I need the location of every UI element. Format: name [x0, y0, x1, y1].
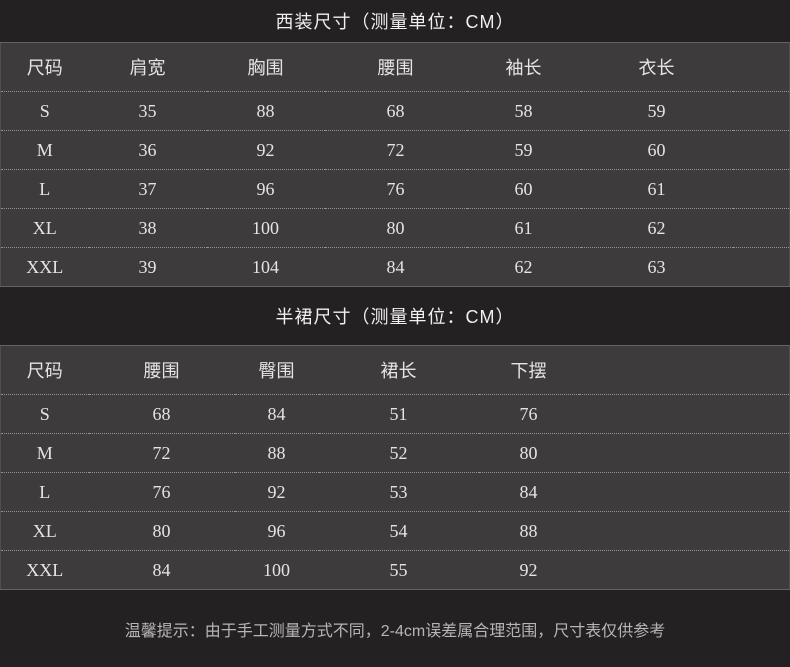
- spacer-cell: [732, 91, 790, 131]
- size-cell: L: [0, 472, 89, 512]
- value-cell: 52: [318, 433, 479, 473]
- table-row: XL 38 100 80 61 62: [0, 208, 790, 248]
- value-cell: 60: [466, 169, 581, 209]
- value-cell: 100: [234, 550, 319, 590]
- spacer-cell: [733, 43, 790, 92]
- table-row: S 35 88 68 58 59: [0, 91, 790, 131]
- value-cell: 59: [580, 91, 733, 131]
- header-cell-waist: 腰围: [143, 361, 180, 381]
- value-cell: 55: [318, 550, 479, 590]
- value-cell: 80: [324, 208, 467, 248]
- spacer-cell: [578, 511, 790, 551]
- suit-size-table: 尺码 肩宽 胸围 腰围 袖长 衣长 S 35 88 68 58 59 M 36: [0, 42, 790, 287]
- value-cell: 61: [466, 208, 581, 248]
- skirt-table-title: 半裙尺寸（测量单位：CM）: [0, 287, 790, 345]
- header-cell-bust: 胸围: [247, 58, 284, 78]
- value-cell: 76: [478, 394, 579, 434]
- spacer-cell: [732, 247, 790, 287]
- value-cell: 96: [206, 169, 325, 209]
- value-cell: 36: [88, 130, 207, 170]
- table-row: M 36 92 72 59 60: [0, 130, 790, 170]
- value-cell: 62: [580, 208, 733, 248]
- spacer-cell: [732, 169, 790, 209]
- header-cell-size: 尺码: [26, 361, 63, 381]
- table-row: L 37 96 76 60 61: [0, 169, 790, 209]
- value-cell: 60: [580, 130, 733, 170]
- value-cell: 72: [88, 433, 235, 473]
- table-header-row: 尺码 肩宽 胸围 腰围 袖长 衣长: [1, 43, 790, 92]
- header-cell-skirt-length: 裙长: [380, 361, 417, 381]
- table-row: S 68 84 51 76: [0, 394, 790, 434]
- value-cell: 80: [478, 433, 579, 473]
- value-cell: 63: [580, 247, 733, 287]
- value-cell: 54: [318, 511, 479, 551]
- value-cell: 72: [324, 130, 467, 170]
- header-cell-sleeve: 袖长: [505, 58, 542, 78]
- header-cell-length: 衣长: [638, 58, 675, 78]
- spacer-cell: [578, 472, 790, 512]
- size-cell: XL: [0, 511, 89, 551]
- table-row: XXL 39 104 84 62 63: [0, 247, 790, 287]
- spacer-cell: [578, 550, 790, 590]
- size-cell: XXL: [0, 247, 89, 287]
- value-cell: 80: [88, 511, 235, 551]
- value-cell: 76: [324, 169, 467, 209]
- header-cell-size: 尺码: [26, 58, 63, 78]
- value-cell: 68: [324, 91, 467, 131]
- value-cell: 58: [466, 91, 581, 131]
- value-cell: 96: [234, 511, 319, 551]
- value-cell: 62: [466, 247, 581, 287]
- spacer-cell: [578, 394, 790, 434]
- value-cell: 35: [88, 91, 207, 131]
- size-cell: XXL: [0, 550, 89, 590]
- size-cell: M: [0, 130, 89, 170]
- size-cell: S: [0, 91, 89, 131]
- value-cell: 38: [88, 208, 207, 248]
- footer-note: 温馨提示：由于手工测量方式不同，2-4cm误差属合理范围，尺寸表仅供参考: [0, 590, 790, 667]
- value-cell: 88: [478, 511, 579, 551]
- header-cell-shoulder: 肩宽: [129, 58, 166, 78]
- header-cell-waist: 腰围: [377, 58, 414, 78]
- size-cell: L: [0, 169, 89, 209]
- table-row: XL 80 96 54 88: [0, 511, 790, 551]
- value-cell: 76: [88, 472, 235, 512]
- header-cell-hip: 臀围: [258, 361, 295, 381]
- value-cell: 92: [206, 130, 325, 170]
- value-cell: 61: [580, 169, 733, 209]
- value-cell: 51: [318, 394, 479, 434]
- suit-table-title: 西装尺寸（测量单位：CM）: [0, 0, 790, 42]
- size-cell: M: [0, 433, 89, 473]
- value-cell: 84: [234, 394, 319, 434]
- table-row: L 76 92 53 84: [0, 472, 790, 512]
- table-row: M 72 88 52 80: [0, 433, 790, 473]
- value-cell: 39: [88, 247, 207, 287]
- size-cell: S: [0, 394, 89, 434]
- value-cell: 92: [478, 550, 579, 590]
- value-cell: 100: [206, 208, 325, 248]
- header-cell-hem: 下摆: [510, 361, 547, 381]
- spacer-cell: [732, 208, 790, 248]
- table-header-row: 尺码 腰围 臀围 裙长 下摆: [1, 346, 790, 395]
- spacer-cell: [578, 433, 790, 473]
- value-cell: 84: [478, 472, 579, 512]
- spacer-cell: [732, 130, 790, 170]
- value-cell: 84: [88, 550, 235, 590]
- value-cell: 53: [318, 472, 479, 512]
- value-cell: 37: [88, 169, 207, 209]
- skirt-size-table: 尺码 腰围 臀围 裙长 下摆 S 68 84 51 76 M 72 88 52: [0, 345, 790, 590]
- value-cell: 104: [206, 247, 325, 287]
- spacer-cell: [579, 346, 790, 395]
- value-cell: 88: [234, 433, 319, 473]
- value-cell: 88: [206, 91, 325, 131]
- size-cell: XL: [0, 208, 89, 248]
- value-cell: 84: [324, 247, 467, 287]
- value-cell: 59: [466, 130, 581, 170]
- value-cell: 92: [234, 472, 319, 512]
- table-row: XXL 84 100 55 92: [0, 550, 790, 590]
- value-cell: 68: [88, 394, 235, 434]
